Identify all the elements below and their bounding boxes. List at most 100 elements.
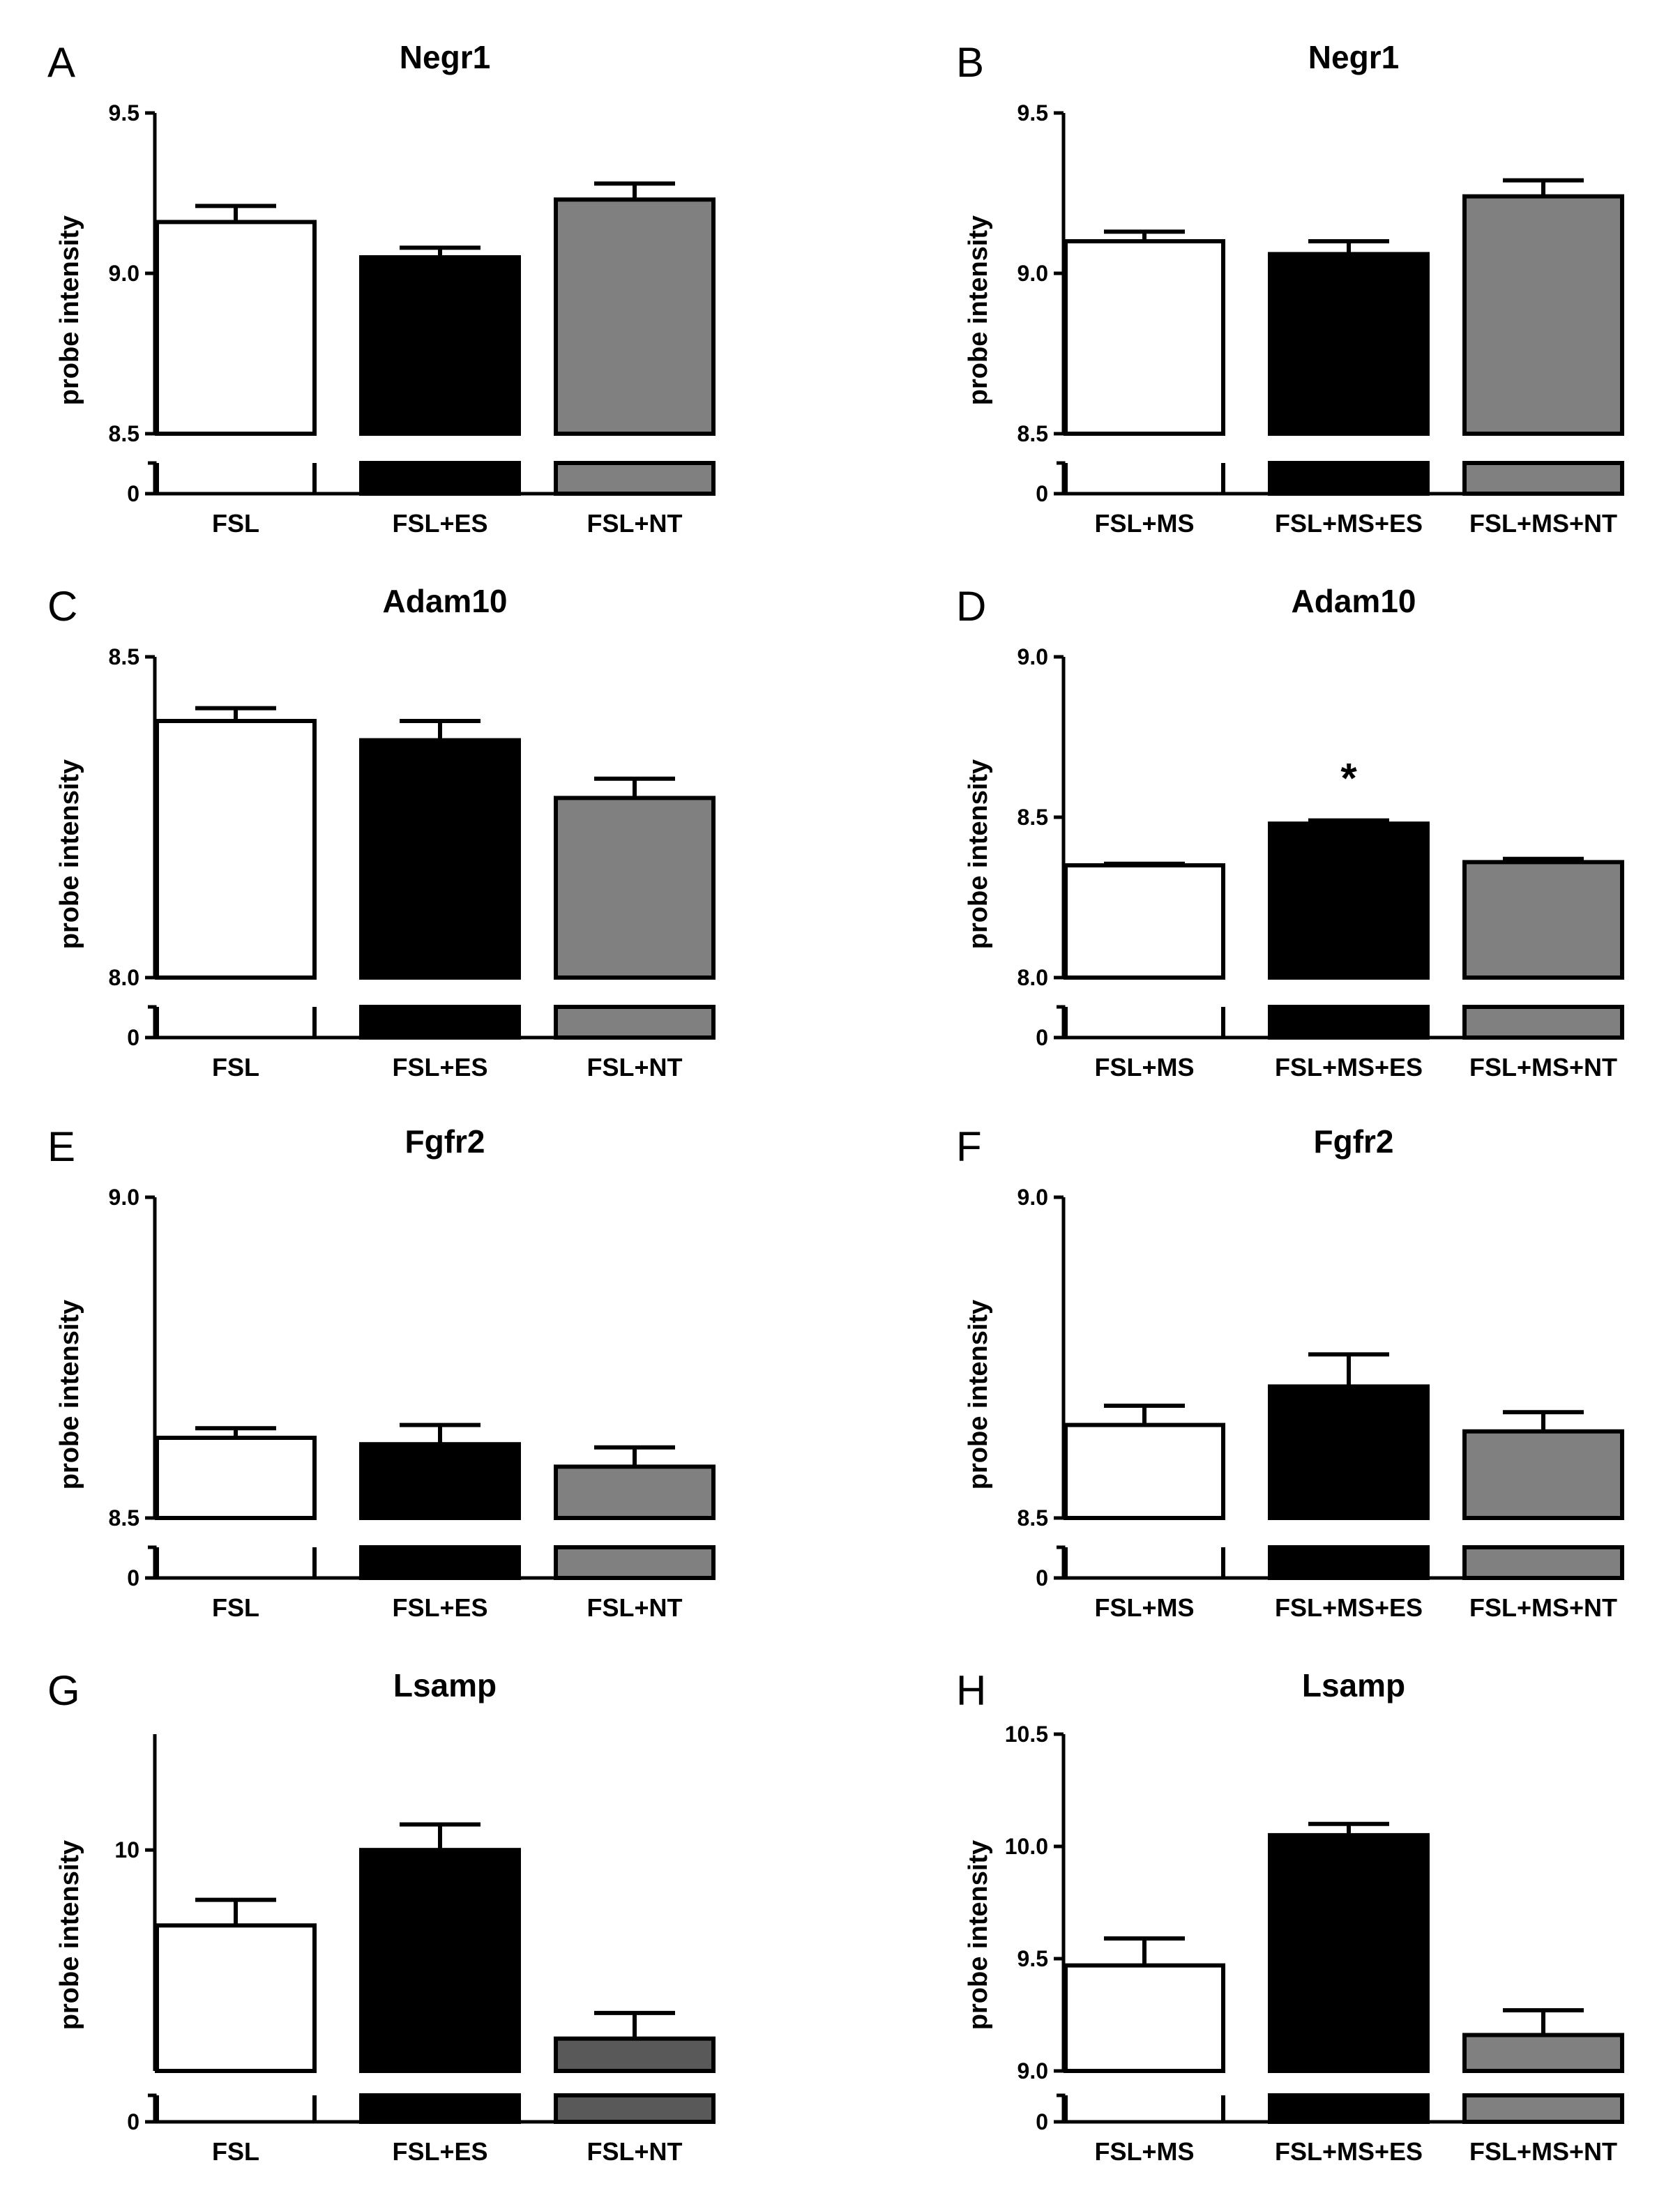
panels: A Negr1 probe intensity FSL FSL+ES FSL+NT 8.5 9… [47, 39, 1624, 2166]
y-tick-label: 8.5 [1017, 421, 1048, 446]
category-label: FSL [212, 1593, 259, 1622]
bar-lower-segment [1268, 2093, 1430, 2124]
y-axis-label: probe intensity [55, 1300, 84, 1489]
y-axis-break [148, 1005, 157, 1038]
category-label: FSL+ES [392, 1053, 487, 1081]
y-tick-label: 9.0 [1017, 2058, 1048, 2083]
bar-lower-segment [359, 1005, 521, 1040]
chart-panel-c: C Adam10 probe intensity FSL FSL+ES FSL+NT 8.0… [47, 583, 716, 1081]
y-tick-label: 9.0 [1017, 1185, 1048, 1210]
panel-letter: C [47, 583, 77, 630]
y-tick-label: 8.5 [109, 644, 139, 669]
y-tick-label: 8.5 [109, 421, 139, 446]
bar-lower-segment [554, 461, 716, 496]
bar [155, 1436, 317, 1520]
chart-title: Negr1 [1308, 39, 1399, 75]
category-label: FSL+MS+ES [1275, 1053, 1423, 1081]
panel-letter: E [47, 1123, 75, 1170]
y-axis-break [1057, 1545, 1066, 1578]
panel-letter: G [47, 1667, 80, 1714]
bar [359, 255, 521, 436]
chart-title: Adam10 [383, 583, 508, 619]
chart-panel-f: F Fgfr2 probe intensity FSL+MS FSL+MS+ES FSL+… [956, 1123, 1624, 1622]
category-label: FSL+MS+NT [1469, 2137, 1617, 2166]
chart-panel-a: A Negr1 probe intensity FSL FSL+ES FSL+NT 8.5 9… [47, 39, 716, 538]
y-tick-label: 10 [114, 1837, 139, 1862]
panel-letter: F [956, 1123, 982, 1170]
bar [1064, 239, 1225, 436]
category-label: FSL+ES [392, 509, 487, 538]
bar [1064, 1422, 1225, 1520]
category-label: FSL+MS+NT [1469, 1593, 1617, 1622]
bar-lower-segment [359, 2093, 521, 2124]
y-axis-label: probe intensity [964, 759, 993, 949]
category-label: FSL [212, 1053, 259, 1081]
bar [359, 738, 521, 980]
bar-lower-segment [1268, 461, 1430, 496]
panel-letter: H [956, 1667, 986, 1714]
y-axis-break [148, 461, 157, 494]
y-axis-break [1057, 1005, 1066, 1038]
y-tick-label: 10.0 [1005, 1834, 1048, 1859]
y-axis-label: probe intensity [55, 1840, 84, 2030]
y-tick-label: 9.5 [109, 100, 139, 126]
bar [554, 197, 716, 436]
chart-panel-d: D Adam10 probe intensity FSL+MS * FSL+MS+ES FS… [956, 583, 1624, 1081]
category-label: FSL+NT [587, 509, 682, 538]
category-label: FSL+ES [392, 2137, 487, 2166]
y-tick-label: 9.0 [1017, 261, 1048, 286]
y-tick-label: 8.5 [109, 1505, 139, 1531]
bar-lower-segment [359, 1545, 521, 1580]
category-label: FSL+ES [392, 1593, 487, 1622]
category-label: FSL+MS+NT [1469, 1053, 1617, 1081]
y-axis-break [1057, 2093, 1066, 2122]
chart-panel-e: E Fgfr2 probe intensity FSL FSL+ES FSL+NT 8.5 9… [47, 1123, 716, 1622]
y-tick-label-zero: 0 [127, 2109, 139, 2134]
bar-lower-segment [554, 1545, 716, 1580]
y-axis-break [1057, 461, 1066, 494]
y-tick-label: 8.0 [1017, 965, 1048, 990]
chart-panel-g: G Lsamp probe intensity FSL FSL+ES FSL+NT 10 0 [47, 1667, 716, 2166]
panel-letter: B [956, 39, 984, 86]
chart-title: Lsamp [1302, 1667, 1405, 1703]
bar-lower-segment [359, 461, 521, 496]
chart-title: Fgfr2 [1314, 1123, 1394, 1160]
category-label: FSL+MS [1094, 1593, 1194, 1622]
bar [1268, 252, 1430, 436]
bar [1268, 1832, 1430, 2073]
bar [1462, 194, 1624, 436]
bar [1462, 1429, 1624, 1520]
y-tick-label-zero: 0 [1036, 1565, 1048, 1591]
y-axis-label: probe intensity [964, 215, 993, 405]
y-tick-label: 8.0 [109, 965, 139, 990]
y-tick-label: 9.5 [1017, 1946, 1048, 1971]
category-label: FSL [212, 2137, 259, 2166]
y-tick-label: 9.5 [1017, 100, 1048, 126]
category-label: FSL+MS+ES [1275, 509, 1423, 538]
y-tick-label-zero: 0 [1036, 481, 1048, 506]
category-label: FSL [212, 509, 259, 538]
y-axis-label: probe intensity [964, 1840, 993, 2030]
y-tick-label-zero: 0 [1036, 2109, 1048, 2134]
bar [359, 1848, 521, 2073]
bar [359, 1442, 521, 1521]
bar [1462, 2033, 1624, 2073]
category-label: FSL+MS [1094, 2137, 1194, 2166]
panel-letter: D [956, 583, 986, 630]
panel-letter: A [47, 39, 75, 86]
y-axis-label: probe intensity [964, 1300, 993, 1489]
category-label: FSL+NT [587, 1593, 682, 1622]
chart-title: Fgfr2 [405, 1123, 485, 1160]
bar-lower-segment [554, 1005, 716, 1040]
chart-title: Adam10 [1292, 583, 1416, 619]
category-label: FSL+MS [1094, 1053, 1194, 1081]
bar [554, 796, 716, 980]
category-label: FSL+MS+ES [1275, 2137, 1423, 2166]
bar-lower-segment [1268, 1005, 1430, 1040]
y-tick-label-zero: 0 [1036, 1025, 1048, 1050]
y-axis-label: probe intensity [55, 215, 84, 405]
y-tick-label-zero: 0 [127, 1565, 139, 1591]
bar [155, 1923, 317, 2073]
chart-panel-b: B Negr1 probe intensity FSL+MS FSL+MS+ES FSL+… [956, 39, 1624, 538]
